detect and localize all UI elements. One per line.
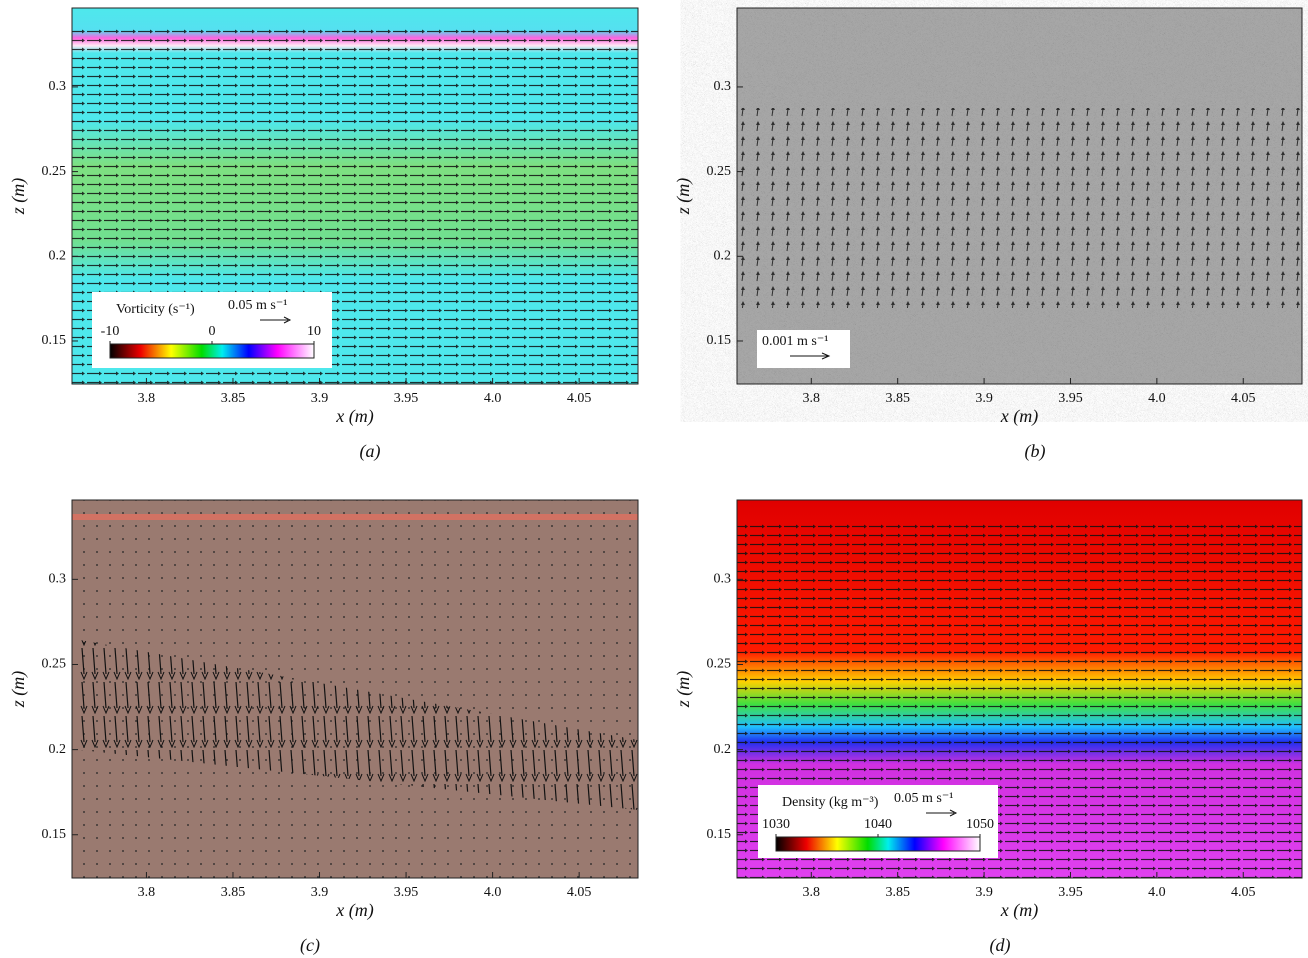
y-tick-label: 0.3 bbox=[49, 79, 67, 94]
scale-arrow-head bbox=[283, 316, 292, 324]
y-tick-label: 0.3 bbox=[49, 572, 67, 587]
legend-scale: 0.05 m s⁻¹ bbox=[228, 298, 287, 313]
legend-scale: 0.05 m s⁻¹ bbox=[894, 791, 953, 806]
y-axis-label: z (m) bbox=[673, 178, 694, 216]
y-tick-label: 0.25 bbox=[707, 164, 732, 179]
scale-arrow-head bbox=[821, 352, 831, 360]
x-tick-label: 4.05 bbox=[1231, 391, 1256, 406]
x-tick-label: 3.85 bbox=[221, 885, 246, 900]
x-axis-label: x (m) bbox=[335, 900, 373, 921]
y-tick-label: 0.25 bbox=[42, 657, 67, 672]
x-tick-label: 4.05 bbox=[567, 391, 592, 406]
x-tick-label: 3.8 bbox=[803, 885, 821, 900]
y-tick-label: 0.3 bbox=[714, 79, 732, 94]
colorbar-tick-label: 1040 bbox=[864, 817, 892, 832]
legend-box bbox=[757, 330, 850, 368]
panel-label: (d) bbox=[990, 935, 1011, 956]
legend-scale: 0.001 m s⁻¹ bbox=[762, 334, 828, 349]
y-axis-label: z (m) bbox=[8, 178, 29, 216]
x-tick-label: 3.8 bbox=[138, 885, 156, 900]
x-tick-label: 3.8 bbox=[138, 391, 156, 406]
x-tick-label: 3.95 bbox=[394, 391, 419, 406]
x-tick-label: 4.0 bbox=[484, 885, 502, 900]
x-tick-label: 3.85 bbox=[885, 391, 910, 406]
colorbar-tick-label: 1050 bbox=[966, 817, 994, 832]
x-tick-label: 3.9 bbox=[975, 391, 993, 406]
plot-frame bbox=[736, 7, 1303, 385]
x-tick-label: 4.0 bbox=[484, 391, 502, 406]
y-tick-label: 0.2 bbox=[714, 249, 732, 264]
y-tick-label: 0.15 bbox=[707, 827, 732, 842]
y-tick-label: 0.3 bbox=[714, 572, 732, 587]
y-tick-label: 0.25 bbox=[707, 657, 732, 672]
x-tick-label: 4.05 bbox=[567, 885, 592, 900]
plot-frame bbox=[71, 499, 639, 879]
colorbar-tick-label: 0 bbox=[209, 324, 216, 339]
colorbar-tick-label: 10 bbox=[307, 324, 321, 339]
bright-layer bbox=[72, 514, 638, 520]
y-tick-label: 0.2 bbox=[49, 249, 67, 264]
legend-title: Vorticity (s⁻¹) bbox=[116, 302, 195, 317]
x-tick-label: 3.9 bbox=[311, 391, 329, 406]
x-axis-label: x (m) bbox=[335, 406, 373, 427]
y-tick-label: 0.15 bbox=[42, 827, 67, 842]
y-tick-label: 0.2 bbox=[49, 742, 67, 757]
x-tick-label: 3.85 bbox=[221, 391, 246, 406]
x-tick-label: 3.95 bbox=[1058, 885, 1083, 900]
colorbar bbox=[109, 343, 315, 359]
vector-field bbox=[737, 108, 1302, 308]
x-tick-label: 3.95 bbox=[394, 885, 419, 900]
x-axis-label: x (m) bbox=[1000, 406, 1038, 427]
y-axis-label: z (m) bbox=[673, 671, 694, 709]
panel-label: (c) bbox=[300, 935, 320, 956]
x-tick-label: 4.05 bbox=[1231, 885, 1256, 900]
y-tick-label: 0.15 bbox=[42, 333, 67, 348]
panel-label: (a) bbox=[360, 441, 381, 462]
panel-label: (b) bbox=[1025, 441, 1046, 462]
plot-frame bbox=[736, 499, 1303, 879]
legend-title: Density (kg m⁻³) bbox=[782, 795, 879, 810]
vector-field bbox=[80, 640, 638, 810]
x-tick-label: 4.0 bbox=[1148, 391, 1166, 406]
x-tick-label: 3.95 bbox=[1058, 391, 1083, 406]
plot-frame bbox=[71, 7, 639, 385]
y-axis-label: z (m) bbox=[8, 671, 29, 709]
colorbar-tick-label: -10 bbox=[101, 324, 120, 339]
y-tick-label: 0.25 bbox=[42, 164, 67, 179]
scale-arrow-head bbox=[949, 809, 958, 817]
y-tick-label: 0.2 bbox=[714, 742, 732, 757]
colorbar bbox=[775, 836, 981, 852]
x-tick-label: 3.9 bbox=[311, 885, 329, 900]
x-tick-label: 4.0 bbox=[1148, 885, 1166, 900]
y-tick-label: 0.15 bbox=[707, 333, 732, 348]
x-tick-label: 3.85 bbox=[885, 885, 910, 900]
x-tick-label: 3.9 bbox=[975, 885, 993, 900]
x-axis-label: x (m) bbox=[1000, 900, 1038, 921]
x-tick-label: 3.8 bbox=[803, 391, 821, 406]
colorbar-tick-label: 1030 bbox=[762, 817, 790, 832]
